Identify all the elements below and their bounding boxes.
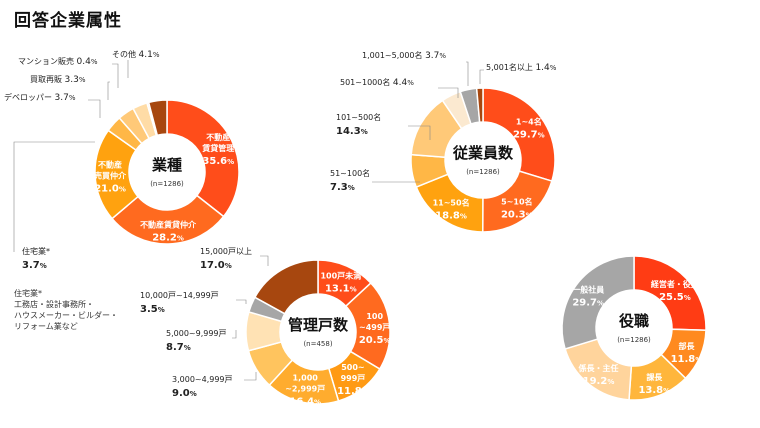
slice-value-units-7: 17.0% (200, 260, 232, 271)
slice-label-units-2: 500~ (341, 363, 364, 372)
chart-employees: 1~4名 29.7% 5~10名 20.3% 11~50名 18.8% 51~100名 7.3… (330, 50, 557, 233)
slice-label-industry-7: その他 4.1% (112, 49, 160, 60)
slice-value-position-0: 25.5% (659, 292, 691, 303)
leader-line-employees-7 (479, 69, 484, 84)
leader-line-industry-3 (13, 141, 95, 252)
leader-line-employees-5 (438, 87, 459, 98)
slice-label-units-4: 3,000~4,999戸 (172, 375, 233, 384)
slice-label-position-2: 課長 (646, 372, 663, 382)
slice-label-industry-3: 住宅業* (22, 246, 50, 256)
slice-value-units-4: 9.0% (172, 388, 197, 399)
slice-value-employees-1: 20.3% (501, 209, 533, 220)
chart-n-industry: (n=1286) (150, 180, 184, 188)
slice-label-industry-0: 賃貸管理 (201, 143, 234, 153)
slice-label-employees-3: 51~100名 (330, 168, 370, 178)
slice-value-industry-3: 3.7% (22, 260, 47, 271)
slice-employees-7 (475, 87, 484, 123)
slice-label-units-1: ~499戸 (359, 323, 390, 332)
page-title: 回答企業属性 (14, 11, 122, 31)
slice-label-industry-5: 買取再販 3.3% (30, 74, 86, 85)
slice-label-employees-1: 5~10名 (501, 196, 532, 206)
slice-value-employees-3: 7.3% (330, 182, 355, 193)
leader-line-employees-4 (408, 125, 431, 140)
chart-industry: 不動産賃貸管理35.6%不動産賃貸仲介28.2%不動産売買仲介21.0%住宅業*… (4, 49, 240, 271)
chart-n-units: (n=458) (303, 340, 332, 348)
slice-label-industry-6: マンション販売 0.4% (18, 56, 98, 67)
slice-industry-0 (166, 99, 240, 218)
slice-label-employees-4: 101~500名 (336, 112, 381, 122)
slice-label-position-4: 一般社員 (572, 285, 604, 295)
slice-industry-1 (111, 194, 225, 245)
slice-value-industry-0: 35.6% (202, 156, 234, 167)
slice-value-units-0: 13.1% (325, 283, 357, 294)
slice-value-position-3: 19.2% (583, 376, 615, 387)
slice-label-units-0: 100戸未満 (320, 270, 361, 280)
chart-units: 100戸未満 13.1% 100 ~499戸 20.5% 500~ 999戸 11.8% 1,0… (140, 247, 391, 408)
slice-label-units-3: ~2,999戸 (285, 385, 325, 394)
footnote: 住宅業* 工務店・設計事務所・ ハウスメーカー・ビルダー・ リフォーム業など (14, 289, 118, 331)
slice-value-industry-1: 28.2% (152, 232, 184, 243)
leader-line-units-7 (260, 255, 269, 266)
slice-industry-7 (147, 99, 168, 137)
slice-label-units-5: 5,000~9,999戸 (166, 329, 227, 338)
slice-employees-0 (482, 87, 556, 183)
slice-value-units-3: 16.4% (289, 397, 321, 408)
leader-line-industry-5 (107, 81, 110, 100)
slice-value-units-6: 3.5% (140, 304, 165, 315)
chart-title-industry: 業種 (151, 156, 182, 174)
slice-label-employees-2: 11~50名 (433, 198, 470, 208)
slice-label-units-2: 999戸 (341, 374, 366, 383)
slice-units-7 (253, 259, 319, 315)
chart-title-position: 役職 (619, 312, 649, 330)
slice-value-employees-4: 14.3% (336, 126, 368, 137)
slice-value-position-2: 13.8% (638, 385, 670, 396)
chart-position: 経営者・役員 25.5% 部長 11.8% 課長 13.8% 係長・主任 19.2% 一般社員 2… (561, 255, 707, 401)
slice-value-employees-0: 29.7% (513, 130, 545, 141)
slice-label-industry-0: 不動産 (206, 132, 230, 142)
slice-label-position-1: 部長 (678, 341, 695, 351)
slice-value-position-1: 11.8% (671, 354, 703, 365)
slice-label-units-1: 100 (366, 312, 383, 321)
chart-title-employees: 従業員数 (452, 144, 514, 162)
slice-label-units-3: 1,000 (293, 374, 319, 383)
leader-line-units-6 (236, 299, 247, 304)
leader-line-industry-4 (88, 99, 101, 118)
slice-value-employees-2: 18.8% (435, 211, 467, 222)
slice-label-industry-2: 不動産 (98, 160, 122, 170)
slice-position-4 (561, 255, 635, 350)
leader-line-units-5 (232, 330, 237, 339)
chart-n-employees: (n=1286) (466, 168, 500, 176)
slice-label-employees-7: 5,001名以上 1.4% (486, 62, 557, 73)
slice-label-employees-6: 1,001~5,000名 3.7% (362, 50, 446, 61)
slice-label-employees-0: 1~4名 (516, 117, 542, 127)
slice-value-industry-2: 21.0% (94, 184, 126, 195)
leader-line-units-4 (244, 372, 257, 381)
slice-position-0 (633, 255, 707, 332)
slice-label-position-3: 係長・主任 (579, 363, 619, 373)
leader-line-employees-6 (466, 61, 469, 86)
slice-label-industry-2: 売買仲介 (94, 171, 127, 181)
chart-n-position: (n=1286) (617, 336, 651, 344)
slice-value-units-1: 20.5% (359, 335, 391, 346)
slice-label-industry-1: 不動産賃貸仲介 (140, 219, 197, 229)
slice-label-units-7: 15,000戸以上 (200, 247, 252, 256)
slice-value-position-4: 29.7% (572, 298, 604, 309)
slice-label-units-6: 10,000戸~14,999戸 (140, 291, 219, 300)
slice-value-units-5: 8.7% (166, 342, 191, 353)
leader-line-industry-6 (112, 63, 119, 88)
chart-title-units: 管理戸数 (288, 316, 349, 334)
slice-label-employees-5: 501~1000名 4.4% (340, 77, 414, 88)
slice-label-industry-4: デベロッパー 3.7% (4, 92, 76, 103)
slice-value-units-2: 11.8% (337, 386, 369, 397)
slice-label-position-0: 経営者・役員 (651, 279, 699, 289)
